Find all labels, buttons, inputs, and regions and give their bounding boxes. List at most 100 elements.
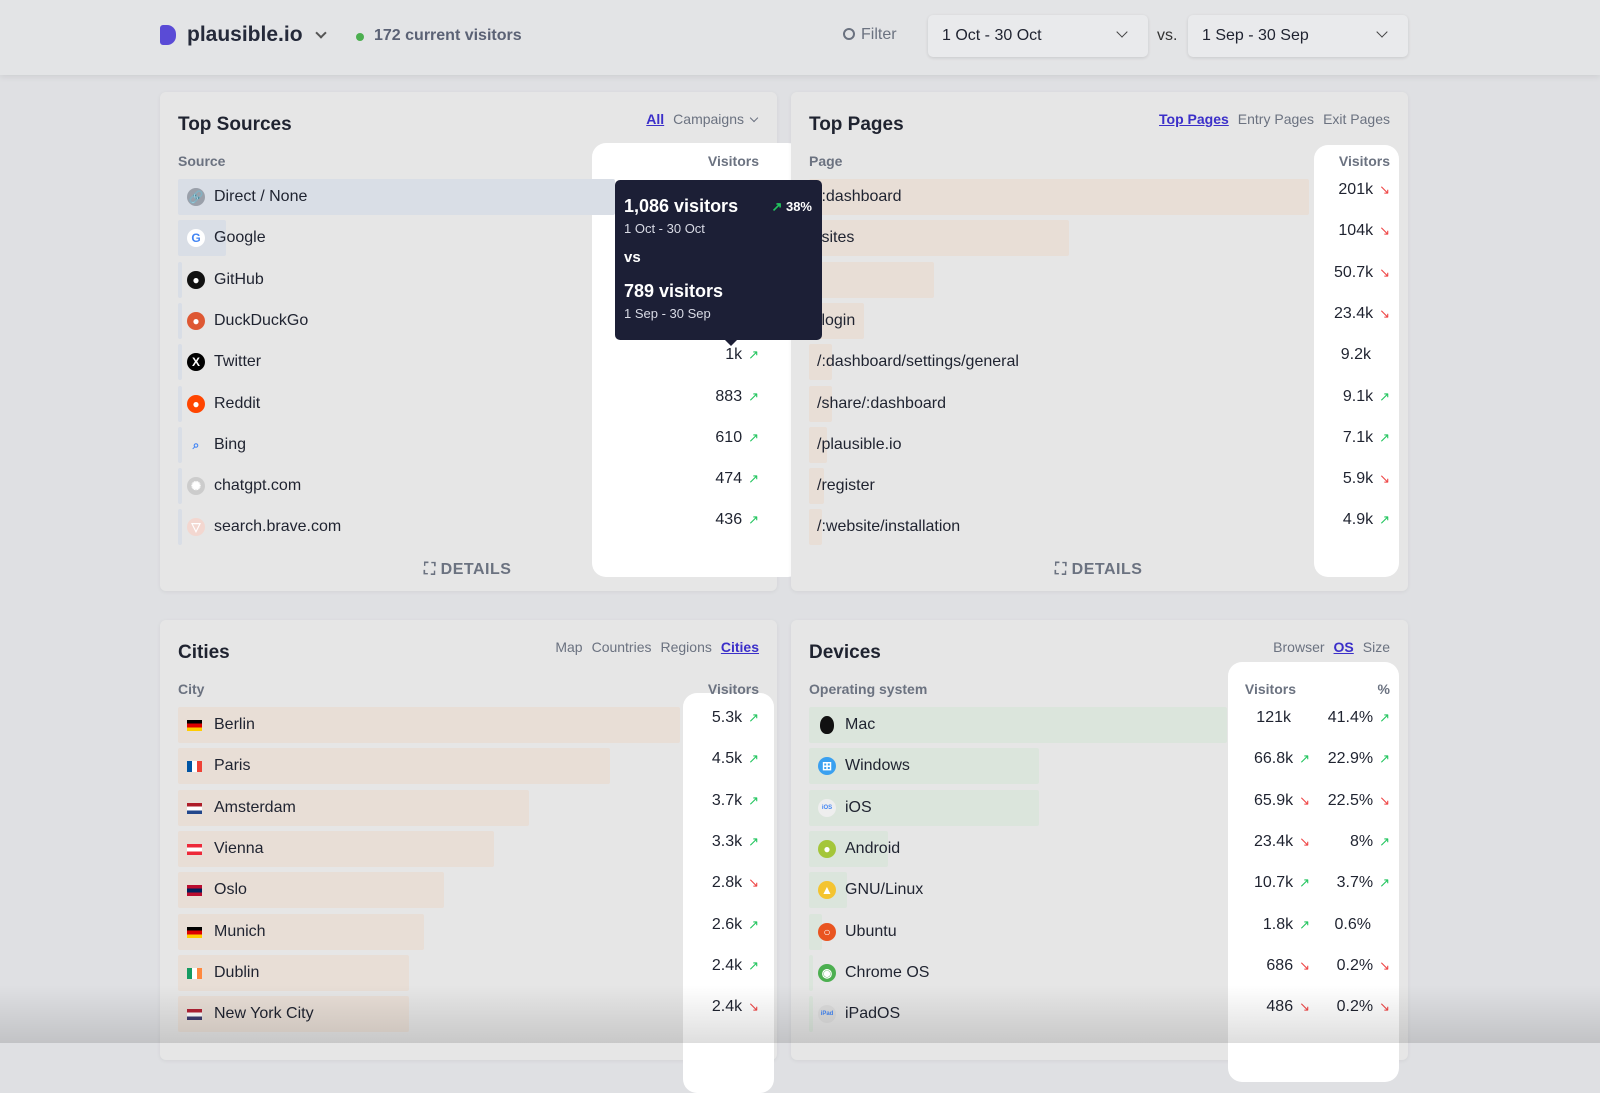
row-bar [809,789,1039,826]
list-item[interactable]: Vienna [178,830,680,867]
row-bar [809,344,832,381]
arrow-down-right-icon: ↘ [748,999,759,1014]
visitors-value: 1k [725,346,743,364]
compare-range-picker[interactable]: 1 Sep - 30 Sep [1188,15,1408,57]
list-item[interactable]: Berlin [178,707,680,743]
visitors-value: 2.4k [711,956,743,974]
arrow-down-right-icon: ↘ [1379,305,1390,321]
current-visitors[interactable]: 172 current visitors [374,27,522,44]
card-title: Top Pages [809,114,904,135]
arrow-up-right-icon: ↗ [748,751,759,767]
list-item[interactable]: / [809,261,1309,298]
site-switcher[interactable]: plausible.io [187,23,303,46]
list-item[interactable]: ▲ GNU/Linux [809,872,1227,909]
list-item[interactable]: /login [809,302,1309,339]
list-item[interactable]: ● GitHub [178,261,615,298]
row-percent: 0.2% ↘ [1337,998,1390,1016]
tab-exit-pages[interactable]: Exit Pages [1323,111,1390,127]
list-item[interactable]: /share/:dashboard [809,385,1309,422]
filter-button[interactable]: Filter [843,26,897,44]
details-label: DETAILS [1071,561,1143,578]
list-item[interactable]: New York City [178,996,680,1033]
tab-top-pages[interactable]: Top Pages [1159,111,1229,127]
row-label: Google [214,229,266,247]
list-item[interactable]: /register [809,468,1309,505]
row-percent: 0.6% [1335,916,1390,934]
card-tabs: Top Pages Entry Pages Exit Pages [1159,111,1390,127]
row-visitors: 201k ↘ [1338,181,1390,199]
row-visitors: 23.4k ↘ [1334,305,1390,323]
row-bar [178,385,183,422]
row-bar [178,913,424,950]
flag-no-icon [187,885,202,897]
row-visitors: 2.8k ↘ [712,874,759,892]
card-title: Devices [809,642,881,663]
arrow-down-right-icon: ↘ [1379,223,1390,239]
list-item[interactable]: Dublin [178,954,680,991]
details-button[interactable]: ⛶ DETAILS [424,561,511,579]
list-item[interactable]: /:dashboard [809,179,1309,215]
row-label: /login [817,311,856,329]
tab-cities[interactable]: Cities [720,639,759,655]
arrow-up-right-icon: ↗ [1379,875,1390,891]
list-item[interactable]: ○ Ubuntu [809,913,1227,950]
list-item[interactable]: ✺ chatgpt.com [178,468,615,505]
live-dot-icon [356,33,364,41]
comparison-tooltip: 1,086 visitors ↗ 38% 1 Oct - 30 Oct vs 7… [615,180,822,346]
list-item[interactable]: ⌕ Bing [178,426,615,463]
brave-icon: ▽ [187,518,205,537]
list-item[interactable]: Paris [178,748,680,785]
visitors-value: 10.7k [1253,874,1294,892]
list-item[interactable]: ▽ search.brave.com [178,509,615,546]
tab-size[interactable]: Size [1362,639,1390,655]
list-item[interactable]: G Google [178,220,615,257]
tab-browser[interactable]: Browser [1273,639,1325,655]
list-item[interactable]: ◉ Chrome OS [809,954,1227,991]
row-label: Mac [845,716,876,733]
list-item[interactable]: iPad iPadOS [809,996,1227,1033]
row-label: Bing [214,435,247,453]
list-item[interactable]: ● Android [809,830,1227,867]
tab-countries[interactable]: Countries [591,639,652,655]
tab-all[interactable]: All [646,111,665,127]
row-visitors: 436 ↗ [715,511,759,529]
chevron-down-icon [749,113,759,123]
list-item[interactable]: Amsterdam [178,789,680,826]
row-percent: 22.5% ↘ [1328,792,1390,810]
list-item[interactable]: ● Reddit [178,385,615,422]
list-item[interactable]: ⊞ Windows [809,748,1227,785]
tab-map[interactable]: Map [555,639,583,655]
list-item[interactable]: ● DuckDuckGo [178,302,615,339]
highlight-spotlight [683,693,774,1093]
date-range-picker[interactable]: 1 Oct - 30 Oct [928,15,1148,57]
row-bar [178,302,183,339]
details-button[interactable]: ⛶ DETAILS [1055,561,1142,579]
arrow-down-right-icon: ↘ [748,875,759,891]
list-item[interactable]: X Twitter [178,344,615,381]
list-item[interactable]: /:website/installation [809,509,1309,546]
row-label: New York City [214,1005,314,1023]
chevron-down-icon[interactable] [315,27,327,39]
tab-campaigns[interactable]: Campaigns [673,111,744,127]
list-item[interactable]: Munich [178,913,680,950]
list-item[interactable]: iOS iOS [809,789,1227,826]
tab-regions[interactable]: Regions [660,639,712,655]
compare-range-label: 1 Sep - 30 Sep [1202,27,1309,44]
flag-us-icon [187,1009,202,1021]
windows-icon: ⊞ [818,757,836,776]
flag-de-icon [187,720,202,731]
list-item[interactable]: /:dashboard/settings/general [809,344,1309,381]
row-bar [178,996,409,1033]
row-label: Paris [214,757,251,775]
visitors-value: 50.7k [1333,263,1374,281]
tooltip-previous: 789 visitors [624,281,724,301]
tab-os[interactable]: OS [1333,639,1354,655]
list-item[interactable]: /sites [809,220,1309,257]
list-item[interactable]: Oslo [178,872,680,909]
list-item[interactable]: Mac [809,707,1227,743]
date-range-label: 1 Oct - 30 Oct [942,27,1042,44]
percent-value: 41.4% [1327,709,1374,726]
list-item[interactable]: /plausible.io [809,426,1309,463]
tab-entry-pages[interactable]: Entry Pages [1237,111,1315,127]
list-item[interactable]: 🔗 Direct / None [178,179,615,215]
